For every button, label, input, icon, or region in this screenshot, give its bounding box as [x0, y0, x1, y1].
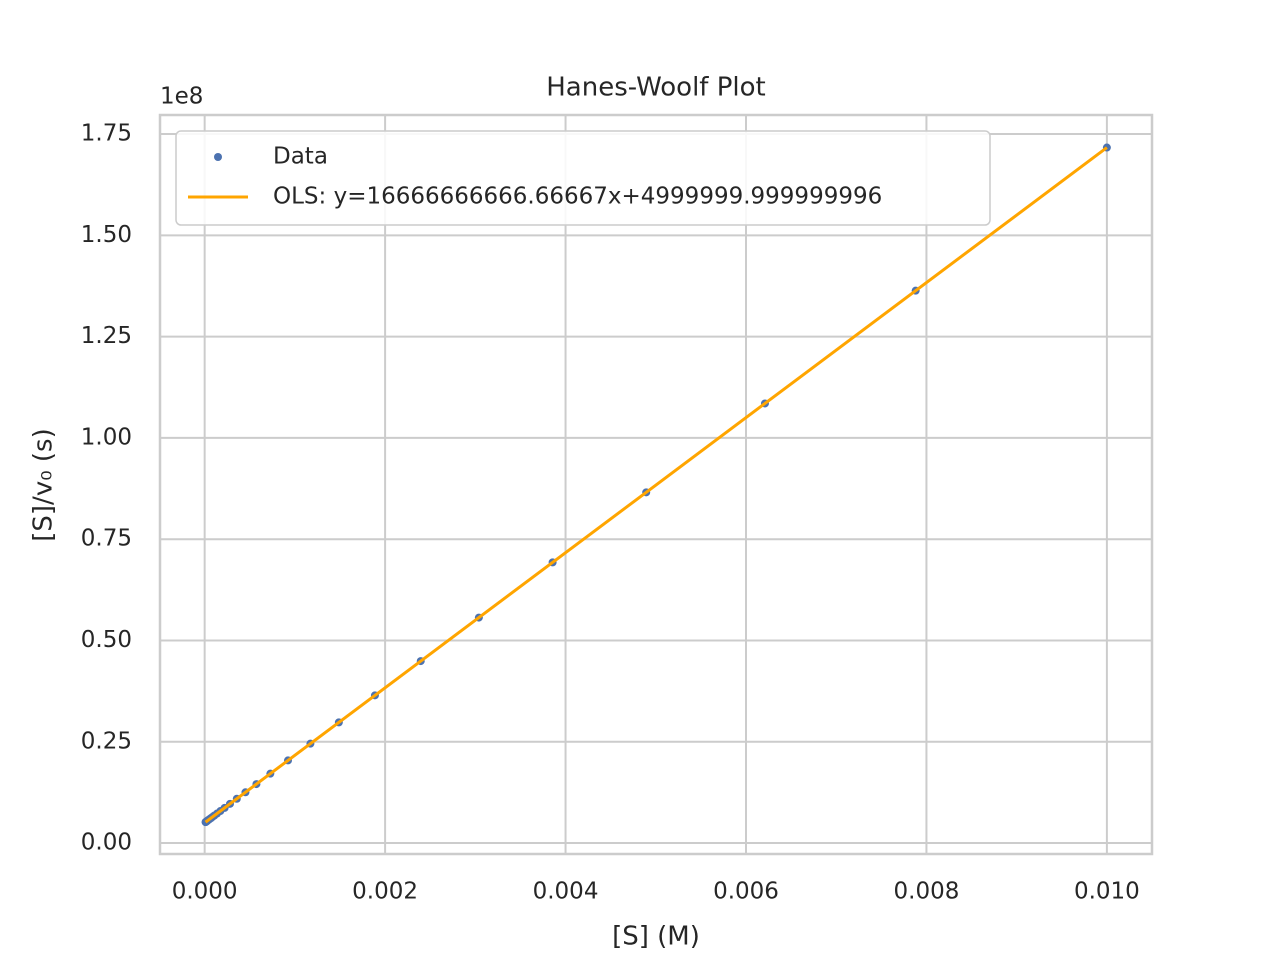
y-tick-label: 1.50 [81, 222, 132, 248]
axes-frame [158, 113, 1154, 856]
y-tick-label: 1.75 [81, 121, 132, 147]
x-tick-label: 0.006 [713, 879, 779, 905]
legend-marker [214, 153, 222, 161]
chart-title: Hanes-Woolf Plot [546, 73, 765, 103]
y-tick-label: 1.00 [81, 424, 132, 450]
legend-label: Data [273, 144, 328, 170]
y-tick-label: 0.50 [81, 627, 132, 653]
y-tick-label: 1.25 [81, 323, 132, 349]
x-tick-label: 0.010 [1074, 879, 1140, 905]
y-tick-label: 0.00 [81, 830, 132, 856]
offset-text: 1e8 [160, 84, 203, 110]
legend: Data OLS: y=16666666666.66667x+4999999.99… [175, 130, 991, 226]
y-tick-label: 0.75 [81, 526, 132, 552]
x-tick-label: 0.002 [352, 879, 418, 905]
plot-area [201, 143, 1111, 827]
x-axis-label: [S] (M) [612, 922, 700, 952]
x-tick-label: 0.000 [172, 879, 238, 905]
x-tick-label: 0.008 [894, 879, 960, 905]
x-tick-label: 0.004 [533, 879, 599, 905]
legend-frame [175, 130, 991, 226]
y-tick-label: 0.25 [81, 728, 132, 754]
legend-label: OLS: y=16666666666.66667x+4999999.999999… [273, 184, 882, 210]
y-axis-label: [S]/v₀ (s) [29, 428, 59, 541]
fit-line [204, 146, 1108, 824]
